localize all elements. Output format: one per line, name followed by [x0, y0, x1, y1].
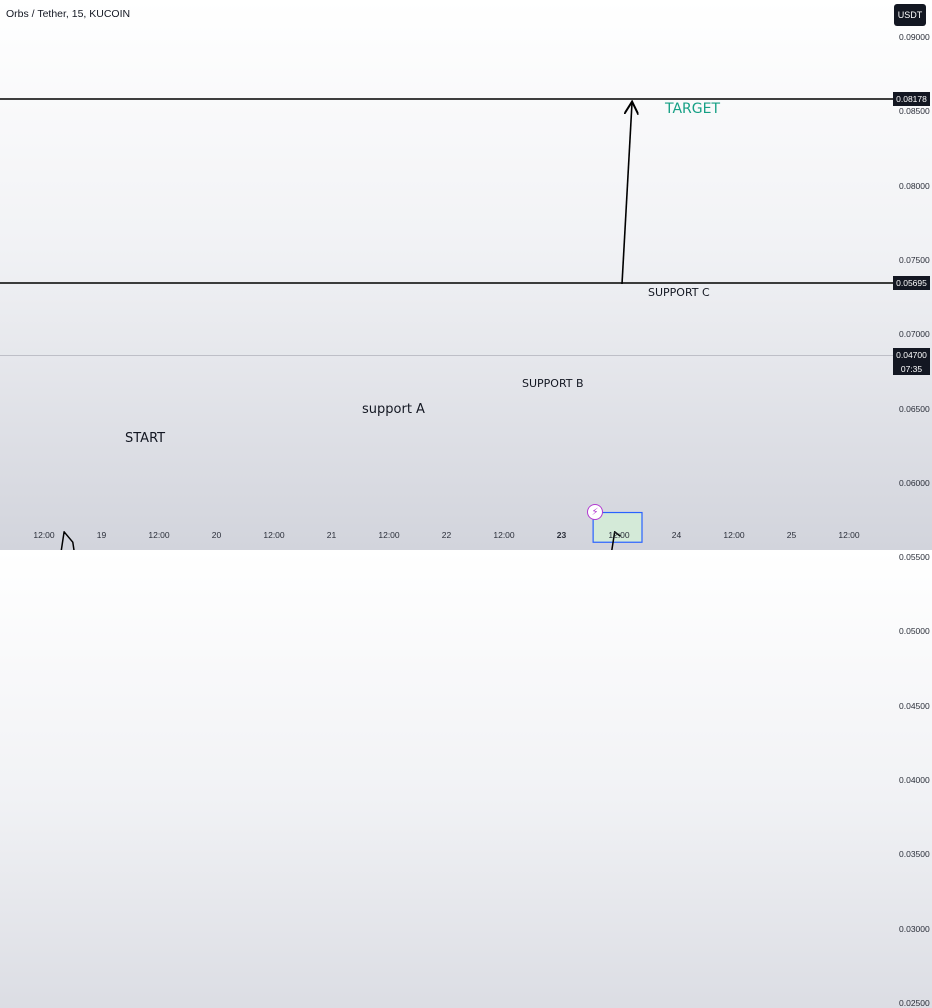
zone-support-c[interactable]: [592, 511, 643, 543]
time-tick-label: 12:00: [608, 530, 630, 540]
zones-layer: [592, 511, 643, 543]
time-tick-label: 12:00: [33, 530, 55, 540]
bar-countdown: 07:35: [893, 362, 930, 375]
current-price-tag: 0.04700: [893, 348, 930, 362]
currency-selector[interactable]: USDT: [894, 4, 926, 26]
symbol-title[interactable]: Orbs / Tether, 15, KUCOIN: [6, 8, 131, 20]
support-a-label[interactable]: support A: [362, 402, 425, 417]
price-tick-label: 0.06500: [899, 403, 930, 414]
time-tick-label: 12:00: [378, 530, 400, 540]
time-tick-label: 24: [671, 530, 682, 540]
lightning-icon[interactable]: ⚡: [587, 504, 603, 520]
time-tick-label: 12:00: [493, 530, 515, 540]
price-tick-label: 0.07000: [899, 329, 930, 340]
price-tick-label: 0.05000: [899, 626, 930, 637]
support-price-tag: 0.05695: [893, 276, 930, 290]
price-tick-label: 0.08000: [899, 180, 930, 191]
price-tick-label: 0.02500: [899, 997, 930, 1008]
time-tick-label: 21: [326, 530, 337, 540]
resistance-price-tag: 0.08178: [893, 92, 930, 106]
price-tick-label: 0.08500: [899, 106, 930, 117]
target-label[interactable]: TARGET: [665, 101, 721, 117]
time-tick-label: 23: [556, 530, 567, 540]
price-chart[interactable]: [0, 0, 932, 550]
time-tick-label: 19: [96, 530, 107, 540]
time-tick-label: 25: [786, 530, 797, 540]
price-tick-label: 0.03500: [899, 849, 930, 860]
price-tick-label: 0.04500: [899, 700, 930, 711]
time-tick-label: 12:00: [723, 530, 745, 540]
support-b-label[interactable]: SUPPORT B: [522, 377, 584, 390]
time-tick-label: 12:00: [148, 530, 170, 540]
time-tick-label: 22: [441, 530, 452, 540]
support-c-label[interactable]: SUPPORT C: [648, 286, 710, 299]
time-tick-label: 20: [211, 530, 222, 540]
start-label[interactable]: START: [125, 431, 166, 446]
price-tick-label: 0.05500: [899, 552, 930, 563]
target-projection-arrow[interactable]: [621, 103, 632, 285]
time-tick-label: 12:00: [838, 530, 860, 540]
price-tick-label: 0.07500: [899, 254, 930, 265]
price-tick-label: 0.06000: [899, 477, 930, 488]
price-tick-label: 0.09000: [899, 32, 930, 42]
price-tick-label: 0.04000: [899, 775, 930, 785]
time-tick-label: 12:00: [263, 530, 285, 540]
price-tick-label: 0.03000: [899, 923, 930, 934]
